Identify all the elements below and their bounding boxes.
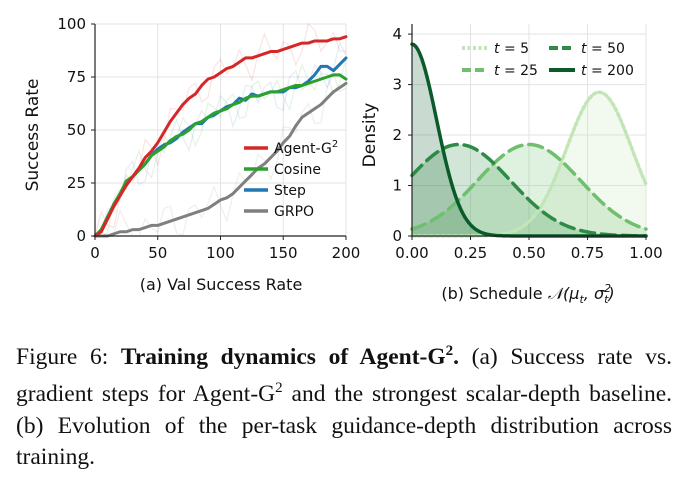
density-line-t25 [410, 142, 648, 231]
sub-caption-b: (b) Schedule 𝒩(μt, σ2 t) [441, 282, 614, 306]
sub-caption-a: (a) Val Success Rate [140, 275, 303, 294]
legend: Agent-G2 Cosine Step GRPO [244, 139, 338, 220]
tick-labels: 0.00 0.25 0.50 0.75 1.00 0 1 2 3 4 [392, 25, 662, 262]
chart-schedule-density: 0.00 0.25 0.50 0.75 1.00 0 1 2 3 4 Density (b) Sc… [360, 24, 663, 306]
x-tick-label: 0.25 [454, 244, 487, 262]
sub-caption-b-math: 𝒩(μt, σ2 t) [548, 282, 615, 306]
density-fill-t25 [412, 144, 646, 236]
caption-text-a: (a) Success rate vs. gradient steps for … [16, 343, 673, 408]
y-tick-label: 3 [392, 76, 402, 94]
x-tick-label: 0.50 [512, 244, 545, 262]
x-tick-label: 0 [90, 244, 100, 262]
series-line-grpo [93, 81, 348, 238]
legend-label-grpo: GRPO [274, 204, 314, 220]
legend-label-t50: t = 50 [581, 41, 625, 57]
axes [91, 23, 347, 240]
x-tick-label: 100 [206, 244, 235, 262]
y-axis-label: Success Rate [23, 79, 43, 192]
x-tick-label: 200 [332, 244, 361, 262]
y-tick-label: 75 [67, 68, 86, 86]
noisy-run-cosine [95, 58, 347, 237]
figure-caption: Figure 6: Training dynamics of Agent-G2.… [16, 336, 672, 474]
noisy-run-step [95, 41, 347, 237]
y-tick-label: 0 [76, 227, 86, 245]
x-tick-label: 0.75 [571, 244, 604, 262]
legend-label-t200: t = 200 [581, 63, 634, 79]
y-axis-label: Density [360, 103, 380, 168]
caption-title: Training dynamics of Agent-G2. [120, 343, 460, 370]
y-tick-label: 25 [67, 174, 86, 192]
x-tick-label: 1.00 [629, 244, 662, 262]
chart-success-rate: 0 50 100 150 200 0 25 50 75 100 Success Rate (a) … [23, 15, 360, 294]
axes [408, 24, 647, 240]
tick-labels: 0 50 100 150 200 0 25 50 75 100 [57, 15, 360, 262]
legend: t = 5 t = 25 t = 50 t = 200 [462, 41, 634, 79]
y-tick-label: 0 [392, 227, 402, 245]
x-tick-label: 150 [269, 244, 298, 262]
legend-label-t5: t = 5 [494, 41, 529, 57]
y-tick-label: 1 [392, 177, 402, 195]
legend-label-cosine: Cosine [274, 162, 321, 178]
legend-label-agent-g: Agent-G2 [274, 139, 338, 157]
density-fill-t5 [412, 92, 646, 236]
series-lines [93, 35, 348, 238]
legend-label-step: Step [274, 183, 306, 199]
caption-label: Figure 6: [16, 343, 109, 370]
sub-caption-b-prefix: (b) Schedule [441, 284, 547, 303]
caption-text-b: and the strongest scalar-depth baseline.… [16, 381, 672, 471]
y-tick-label: 2 [392, 126, 402, 144]
y-tick-label: 50 [67, 121, 86, 139]
x-tick-label: 0.00 [395, 244, 428, 262]
x-tick-label: 50 [148, 244, 167, 262]
density-fill-t50 [412, 144, 646, 236]
y-tick-label: 100 [57, 15, 86, 33]
caption-sup-a: 2 [275, 380, 283, 397]
y-tick-label: 4 [392, 25, 402, 43]
series-line-agent-g [93, 35, 348, 238]
legend-label-t25: t = 25 [494, 63, 538, 79]
